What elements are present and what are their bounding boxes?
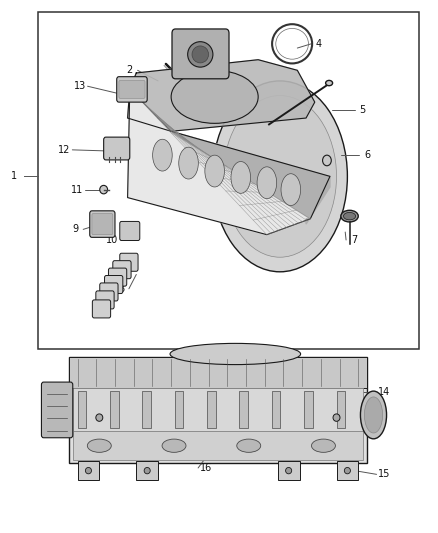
Polygon shape xyxy=(127,60,315,131)
Bar xyxy=(110,391,119,428)
Text: 1: 1 xyxy=(11,172,18,181)
Ellipse shape xyxy=(341,211,358,222)
Ellipse shape xyxy=(281,174,300,206)
Bar xyxy=(336,461,358,480)
Ellipse shape xyxy=(286,467,292,474)
Text: 7: 7 xyxy=(351,235,357,245)
Ellipse shape xyxy=(85,467,92,474)
Ellipse shape xyxy=(322,155,331,166)
Ellipse shape xyxy=(96,414,103,421)
Ellipse shape xyxy=(333,414,340,421)
Ellipse shape xyxy=(100,185,108,194)
Text: 3: 3 xyxy=(207,81,213,91)
Ellipse shape xyxy=(237,439,261,453)
FancyBboxPatch shape xyxy=(104,137,130,160)
Ellipse shape xyxy=(344,467,350,474)
FancyBboxPatch shape xyxy=(109,268,127,286)
Ellipse shape xyxy=(231,161,251,193)
Ellipse shape xyxy=(162,439,186,453)
FancyBboxPatch shape xyxy=(119,80,145,99)
Text: 6: 6 xyxy=(364,150,370,160)
Bar xyxy=(69,357,367,463)
FancyBboxPatch shape xyxy=(92,300,111,318)
FancyBboxPatch shape xyxy=(105,276,123,294)
Text: 14: 14 xyxy=(378,387,391,397)
FancyBboxPatch shape xyxy=(120,221,140,240)
Ellipse shape xyxy=(360,391,387,439)
FancyBboxPatch shape xyxy=(113,261,131,279)
Bar xyxy=(39,12,419,349)
Text: 9: 9 xyxy=(72,224,78,235)
Ellipse shape xyxy=(212,81,347,272)
FancyBboxPatch shape xyxy=(117,77,147,102)
Text: 2: 2 xyxy=(127,66,133,75)
Bar xyxy=(78,461,99,480)
Bar xyxy=(78,391,86,428)
Bar xyxy=(73,431,363,460)
Bar xyxy=(136,461,158,480)
Ellipse shape xyxy=(87,439,111,453)
Ellipse shape xyxy=(325,80,332,86)
Bar xyxy=(207,391,216,428)
FancyBboxPatch shape xyxy=(92,214,113,235)
Ellipse shape xyxy=(364,397,383,433)
Text: 15: 15 xyxy=(378,470,391,479)
FancyBboxPatch shape xyxy=(96,291,114,309)
Polygon shape xyxy=(127,89,330,235)
Ellipse shape xyxy=(205,155,224,187)
Text: 8: 8 xyxy=(118,284,124,294)
Ellipse shape xyxy=(144,467,150,474)
Text: 5: 5 xyxy=(360,105,366,115)
Text: 11: 11 xyxy=(71,184,84,195)
Bar xyxy=(73,389,363,431)
Ellipse shape xyxy=(170,343,300,365)
Polygon shape xyxy=(171,131,330,224)
Ellipse shape xyxy=(179,147,198,179)
Bar xyxy=(304,391,313,428)
Ellipse shape xyxy=(223,95,336,257)
FancyBboxPatch shape xyxy=(42,382,73,438)
Bar xyxy=(272,391,280,428)
Text: 16: 16 xyxy=(200,463,212,473)
Text: 13: 13 xyxy=(74,81,86,91)
Ellipse shape xyxy=(187,42,213,67)
FancyBboxPatch shape xyxy=(120,253,138,271)
Bar xyxy=(240,391,248,428)
Bar xyxy=(175,391,184,428)
Ellipse shape xyxy=(257,167,277,199)
FancyBboxPatch shape xyxy=(90,211,115,237)
Bar xyxy=(69,357,367,389)
Ellipse shape xyxy=(171,70,258,123)
Bar xyxy=(336,391,345,428)
Text: 12: 12 xyxy=(58,145,71,155)
FancyBboxPatch shape xyxy=(100,283,118,301)
Bar xyxy=(278,461,300,480)
Ellipse shape xyxy=(152,139,172,171)
Text: 4: 4 xyxy=(316,39,322,49)
Ellipse shape xyxy=(311,439,336,453)
Ellipse shape xyxy=(192,46,208,63)
Text: 10: 10 xyxy=(106,235,119,245)
Bar xyxy=(142,391,151,428)
FancyBboxPatch shape xyxy=(172,29,229,79)
Ellipse shape xyxy=(343,213,356,220)
